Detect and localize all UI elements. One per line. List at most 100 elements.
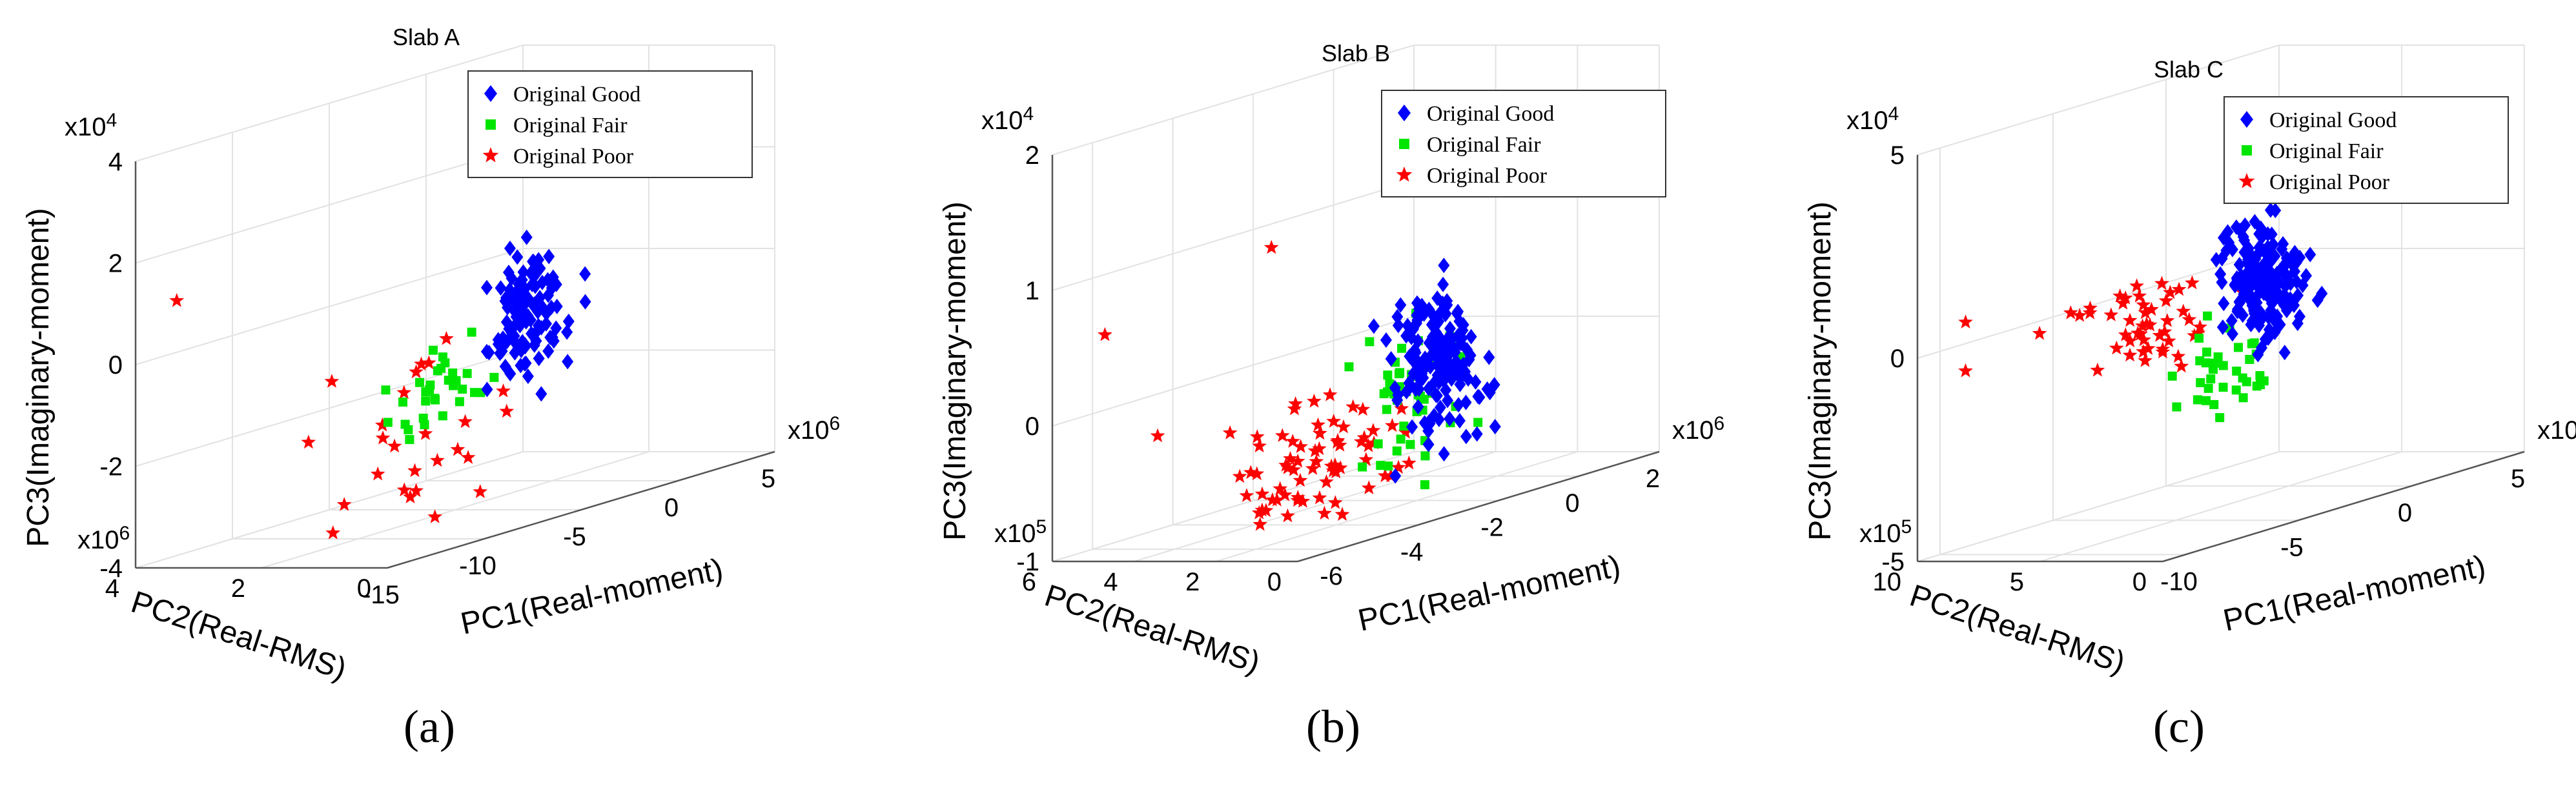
fair-point bbox=[449, 381, 458, 390]
good-point bbox=[533, 350, 545, 367]
y-tick-label: 0 bbox=[2132, 568, 2147, 596]
poor-point bbox=[396, 482, 412, 497]
poor-point bbox=[2122, 312, 2138, 327]
good-point bbox=[495, 280, 507, 296]
good-point bbox=[542, 287, 555, 303]
fair-point bbox=[2218, 361, 2228, 370]
poor-point bbox=[324, 374, 340, 388]
fair-point bbox=[2194, 334, 2204, 343]
poor-point bbox=[2032, 325, 2047, 340]
poor-point bbox=[2136, 297, 2151, 312]
good-point bbox=[533, 252, 545, 268]
good-point bbox=[1412, 333, 1424, 349]
z-multiplier: x104 bbox=[1846, 103, 1899, 135]
fair-point bbox=[2203, 383, 2213, 393]
fair-point bbox=[436, 363, 446, 373]
good-point bbox=[517, 287, 529, 303]
poor-point bbox=[2118, 290, 2133, 305]
good-point bbox=[2246, 313, 2258, 329]
poor-point bbox=[1391, 459, 1406, 474]
poor-point bbox=[2082, 305, 2098, 319]
good-point bbox=[1465, 328, 1477, 345]
x-axis-line bbox=[387, 450, 775, 569]
poor-point bbox=[439, 330, 454, 345]
z-tick-label: 1 bbox=[1025, 277, 1039, 305]
x-tick-label: -5 bbox=[2280, 533, 2304, 561]
poor-point bbox=[336, 497, 352, 511]
poor-point bbox=[1385, 418, 1400, 432]
good-point bbox=[481, 381, 493, 398]
y-tick-label: 6 bbox=[1022, 568, 1036, 596]
fair-point bbox=[2234, 343, 2244, 352]
poor-point bbox=[1329, 434, 1345, 449]
good-point bbox=[1440, 382, 1452, 398]
x-axis-line bbox=[1297, 450, 1660, 563]
z-tick-label: -5 bbox=[1881, 548, 1905, 576]
poor-point bbox=[1254, 502, 1270, 517]
legend-box bbox=[2223, 96, 2509, 204]
poor-point bbox=[1358, 452, 1374, 467]
legend-label: Original Poor bbox=[1427, 164, 1548, 188]
poor-point bbox=[1274, 428, 1290, 442]
poor-point bbox=[2135, 318, 2150, 332]
poor-point bbox=[1333, 460, 1348, 474]
good-point bbox=[515, 272, 527, 288]
poor-point bbox=[409, 364, 424, 379]
z-tick-label: 4 bbox=[108, 148, 123, 176]
legend-label: Original Fair bbox=[513, 114, 628, 137]
good-point bbox=[1380, 332, 1392, 348]
good-point bbox=[1367, 318, 1380, 334]
legend: Original Good Original Fair Original Poor bbox=[2223, 96, 2509, 204]
poor-point bbox=[1958, 363, 1973, 378]
good-point bbox=[1431, 290, 1444, 307]
good-point bbox=[2276, 259, 2289, 276]
good-point bbox=[2254, 226, 2266, 242]
good-point bbox=[2218, 230, 2230, 246]
good-point bbox=[508, 333, 520, 349]
good-point bbox=[1452, 328, 1464, 344]
good-point bbox=[1457, 317, 1469, 333]
good-point bbox=[1392, 387, 1404, 403]
fair-point bbox=[2196, 378, 2205, 387]
fair-point bbox=[1396, 434, 1406, 444]
good-point bbox=[2254, 277, 2266, 294]
fair-point bbox=[420, 420, 429, 430]
x-tick-label: -10 bbox=[2160, 567, 2198, 596]
legend-fair-marker bbox=[1399, 139, 1409, 149]
good-point bbox=[535, 386, 547, 402]
panel-caption: (b) bbox=[1306, 701, 1360, 752]
z-tick-label: 5 bbox=[1890, 141, 1905, 170]
good-point bbox=[2231, 270, 2243, 286]
good-point bbox=[2233, 303, 2245, 319]
poor-point bbox=[1290, 453, 1305, 468]
fair-point bbox=[405, 435, 414, 445]
legend: Original Good Original Fair Original Poor bbox=[1381, 90, 1666, 197]
good-point bbox=[2216, 319, 2229, 336]
fair-point bbox=[404, 425, 413, 434]
good-point bbox=[1415, 372, 1427, 388]
good-point bbox=[1389, 468, 1402, 484]
y-tick-label: 0 bbox=[1267, 568, 1282, 596]
good-point bbox=[1422, 381, 1435, 397]
z-tick-label: 2 bbox=[108, 250, 123, 278]
fair-point bbox=[462, 368, 472, 378]
poor-point bbox=[2144, 301, 2159, 316]
y-tick-label: 0 bbox=[357, 574, 371, 603]
poor-point bbox=[1307, 443, 1323, 458]
poor-point bbox=[1239, 488, 1254, 502]
x-axis-line bbox=[2162, 450, 2525, 563]
poor-point bbox=[1311, 417, 1325, 432]
good-point bbox=[504, 366, 516, 382]
good-point bbox=[529, 278, 542, 294]
good-point bbox=[1442, 392, 1454, 408]
fair-point bbox=[2202, 347, 2212, 357]
axes bbox=[134, 161, 775, 569]
fair-point bbox=[2209, 399, 2219, 409]
poor-point bbox=[1378, 468, 1393, 483]
good-point bbox=[2316, 285, 2328, 301]
poor-point bbox=[1361, 438, 1376, 452]
chart-title: Slab C bbox=[2154, 56, 2223, 83]
good-point bbox=[1438, 365, 1451, 381]
poor-point bbox=[2118, 327, 2133, 341]
